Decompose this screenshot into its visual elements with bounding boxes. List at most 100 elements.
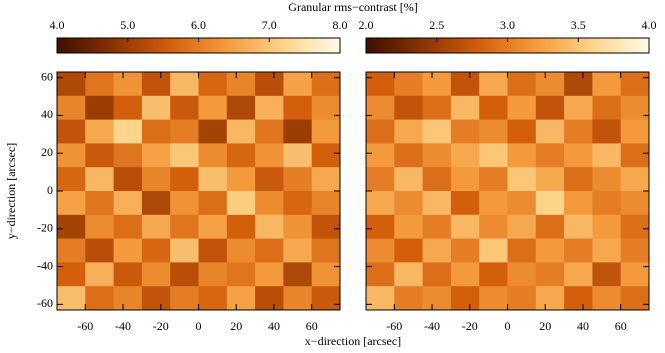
heatmap-cell	[311, 143, 341, 168]
heatmap-cell	[226, 72, 256, 97]
chart-title: Granular rms−contrast [%]	[288, 0, 417, 14]
heatmap-cell	[450, 262, 480, 287]
heatmap-cell	[422, 167, 452, 192]
heatmap-cell	[57, 262, 86, 287]
heatmap-cell	[198, 119, 228, 144]
heatmap-cell	[283, 95, 313, 121]
heatmap-cell	[592, 191, 622, 216]
y-tick-label: 60	[41, 69, 53, 83]
heatmap-cell	[394, 167, 424, 192]
heatmap-cell	[57, 286, 86, 311]
heatmap-cell	[450, 143, 480, 168]
heatmap-cell	[479, 95, 508, 121]
heatmap-cell	[535, 191, 565, 216]
heatmap-cell	[422, 143, 452, 168]
heatmap-cell	[113, 191, 143, 216]
heatmap-cell	[450, 191, 480, 216]
heatmap-cell	[57, 95, 86, 121]
heatmap-cell	[283, 238, 313, 263]
heatmap-cell	[535, 95, 565, 121]
heatmap-cell	[311, 214, 341, 240]
heatmap-cell	[450, 119, 480, 144]
heatmap-cell	[507, 238, 537, 263]
heatmap-cell	[57, 72, 86, 97]
heatmap-cell	[283, 167, 313, 192]
heatmap-cell	[564, 238, 593, 263]
heatmap-cell	[535, 262, 565, 287]
heatmap-cell	[198, 95, 228, 121]
heatmap-cell	[113, 262, 143, 287]
heatmap-cell	[479, 119, 508, 144]
x-tick-label: 20	[230, 319, 242, 333]
heatmap-cell	[311, 238, 341, 263]
heatmap-cell	[283, 72, 313, 97]
heatmap-cell	[366, 143, 395, 168]
heatmap-cell	[198, 214, 228, 240]
x-tick-label: 60	[306, 319, 318, 333]
y-tick-label: -40	[37, 258, 53, 272]
heatmap-cell	[450, 95, 480, 121]
heatmap-cell	[507, 72, 537, 97]
heatmap-cell	[592, 286, 622, 311]
heatmap-cell	[507, 167, 537, 192]
heatmap-cell	[394, 143, 424, 168]
heatmap-cell	[113, 119, 143, 144]
heatmap-cell	[479, 214, 508, 240]
heatmap-cell	[620, 214, 650, 240]
x-tick-label: 40	[577, 319, 589, 333]
heatmap-cell	[170, 167, 199, 192]
heatmap-cell	[535, 72, 565, 97]
heatmap-cell	[620, 72, 650, 97]
heatmap-cell	[141, 262, 171, 287]
heatmap-cell	[394, 214, 424, 240]
heatmap-cell	[311, 167, 341, 192]
heatmap-cell	[226, 119, 256, 144]
heatmap-cell	[283, 119, 313, 144]
y-axis-label: y−direction [arcsec]	[4, 143, 18, 239]
heatmap-cell	[226, 191, 256, 216]
heatmap-cell	[170, 95, 199, 121]
heatmap-cell	[170, 191, 199, 216]
heatmap-cell	[141, 214, 171, 240]
heatmap-cell	[366, 95, 395, 121]
heatmap-cell	[170, 286, 199, 311]
heatmap-cell	[507, 286, 537, 311]
heatmap-cell	[170, 72, 199, 97]
heatmap-cell	[255, 95, 284, 121]
heatmap-cell	[592, 262, 622, 287]
colorbar-tick-label: 8.0	[333, 18, 348, 32]
heatmap-cell	[57, 214, 86, 240]
heatmap-cell	[311, 119, 341, 144]
heatmap-cell	[85, 214, 115, 240]
heatmap-cell	[535, 167, 565, 192]
heatmap-cell	[450, 214, 480, 240]
x-tick-label: 60	[615, 319, 627, 333]
heatmap-cell	[113, 214, 143, 240]
heatmap-cell	[226, 238, 256, 263]
heatmap-cell	[198, 72, 228, 97]
heatmap-cell	[564, 167, 593, 192]
heatmap-cell	[564, 95, 593, 121]
x-tick-label: -40	[424, 319, 440, 333]
y-tick-label: 20	[41, 145, 53, 159]
heatmap-cell	[422, 95, 452, 121]
heatmap-cell	[170, 214, 199, 240]
y-tick-label: -60	[37, 296, 53, 310]
heatmap-cell	[394, 119, 424, 144]
heatmap-cell	[198, 262, 228, 287]
heatmap-cell	[479, 167, 508, 192]
heatmap-cell	[226, 95, 256, 121]
heatmap-cell	[422, 262, 452, 287]
heatmap-cell	[366, 238, 395, 263]
heatmap-cell	[422, 119, 452, 144]
heatmap-cell	[113, 95, 143, 121]
heatmap-cell	[394, 191, 424, 216]
heatmap-cell	[507, 95, 537, 121]
heatmap-cell	[141, 191, 171, 216]
heatmap-cell	[283, 214, 313, 240]
heatmap-cell	[255, 286, 284, 311]
heatmap-cell	[198, 143, 228, 168]
heatmap-cell	[226, 286, 256, 311]
y-tick-label: -20	[37, 221, 53, 235]
colorbar-tick-label: 4.0	[642, 18, 657, 32]
